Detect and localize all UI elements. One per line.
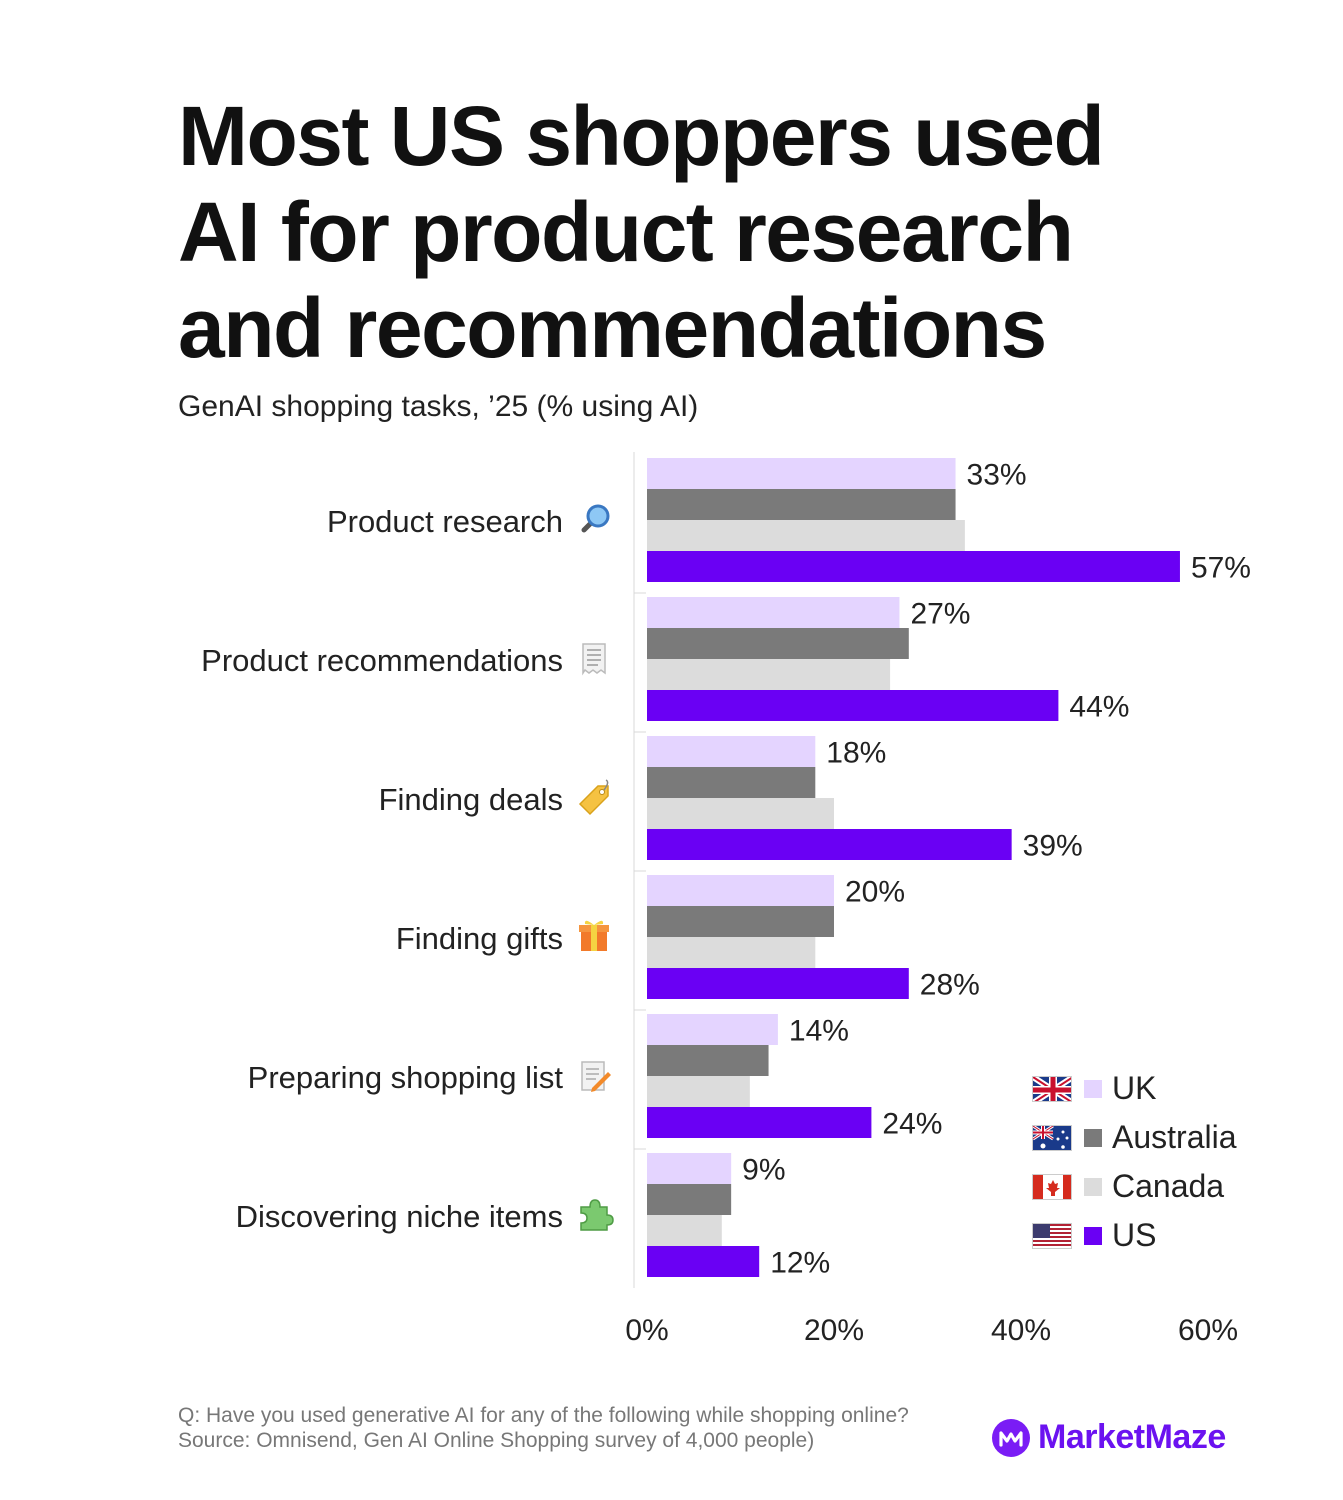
gift-icon [579, 920, 609, 951]
bar-australia [647, 628, 909, 659]
marketmaze-logo-icon [992, 1418, 1030, 1457]
legend-swatch-us [1084, 1226, 1102, 1245]
legend: UK Australia [1032, 1064, 1237, 1260]
category-label: Discovering niche items [236, 1199, 563, 1234]
data-label: 33% [967, 459, 1027, 492]
title-line-2: AI for product research [178, 185, 1074, 279]
bar-chart: Product research 33% 57% Product recommenda… [201, 452, 1251, 1347]
bar-uk [647, 597, 900, 628]
magnifying-glass-icon [581, 504, 610, 533]
legend-label-uk: UK [1112, 1070, 1157, 1106]
us-flag-icon [1032, 1222, 1072, 1249]
legend-label-canada: Canada [1112, 1168, 1225, 1204]
bar-uk [647, 1014, 778, 1045]
bar-canada [647, 937, 816, 968]
bar-uk [647, 1153, 732, 1184]
footer: Q: Have you used generative AI for any o… [178, 1403, 909, 1453]
data-label: 28% [920, 969, 980, 1002]
data-label: 27% [910, 598, 970, 631]
brand-name: MarketMaze [1038, 1418, 1226, 1456]
category-label: Product recommendations [201, 643, 563, 678]
bar-australia [647, 489, 956, 520]
data-label: 9% [742, 1154, 785, 1187]
uk-flag-icon [1032, 1075, 1072, 1102]
chart-subtitle: GenAI shopping tasks, ’25 (% using AI) [178, 390, 699, 423]
chart-title: Most US shoppers used AI for product res… [178, 88, 1278, 376]
bar-us [647, 551, 1180, 582]
data-label: 14% [789, 1015, 849, 1048]
data-label: 20% [845, 876, 905, 909]
bar-uk [647, 875, 834, 906]
legend-swatch-australia [1084, 1128, 1102, 1147]
puzzle-piece-icon [580, 1199, 614, 1231]
bar-us [647, 1246, 760, 1277]
bar-australia [647, 1045, 769, 1076]
bar-canada [647, 798, 834, 829]
bar-australia [647, 906, 834, 937]
legend-item-us: US [1032, 1211, 1237, 1260]
data-label: 44% [1069, 691, 1129, 724]
receipt-icon [582, 643, 606, 676]
bar-us [647, 690, 1059, 721]
price-tag-icon [578, 779, 609, 816]
bar-australia [647, 1184, 732, 1215]
bar-us [647, 829, 1012, 860]
title-line-3: and recommendations [178, 281, 1047, 375]
australia-flag-icon [1032, 1124, 1072, 1151]
bar-canada [647, 659, 891, 690]
bar-uk [647, 736, 816, 767]
bar-canada [647, 520, 965, 551]
legend-label-us: US [1112, 1217, 1157, 1253]
x-tick-label: 60% [1178, 1314, 1238, 1347]
data-label: 12% [770, 1247, 830, 1280]
x-tick-label: 20% [804, 1314, 864, 1347]
footer-source: Source: Omnisend, Gen AI Online Shopping… [178, 1429, 815, 1452]
x-tick-label: 0% [625, 1314, 668, 1347]
data-label: 39% [1023, 830, 1083, 863]
bar-canada [647, 1215, 722, 1246]
bar-canada [647, 1076, 750, 1107]
legend-label-australia: Australia [1112, 1119, 1237, 1155]
data-label: 24% [882, 1108, 942, 1141]
bar-australia [647, 767, 816, 798]
category-label: Product research [327, 504, 563, 539]
legend-swatch-uk [1084, 1079, 1102, 1098]
footer-question: Q: Have you used generative AI for any o… [178, 1404, 909, 1427]
memo-icon [581, 1061, 611, 1092]
legend-item-canada: Canada [1032, 1162, 1237, 1211]
bar-us [647, 1107, 872, 1138]
category-label: Finding deals [379, 782, 563, 817]
bar-us [647, 968, 909, 999]
canada-flag-icon [1032, 1173, 1072, 1200]
brand: MarketMaze [992, 1418, 1226, 1457]
legend-swatch-canada [1084, 1177, 1102, 1196]
data-label: 57% [1191, 552, 1251, 585]
x-tick-label: 40% [991, 1314, 1051, 1347]
category-label: Finding gifts [396, 921, 563, 956]
title-line-1: Most US shoppers used [178, 89, 1105, 183]
legend-item-australia: Australia [1032, 1113, 1237, 1162]
bar-uk [647, 458, 956, 489]
category-label: Preparing shopping list [248, 1060, 564, 1095]
data-label: 18% [826, 737, 886, 770]
legend-item-uk: UK [1032, 1064, 1237, 1113]
